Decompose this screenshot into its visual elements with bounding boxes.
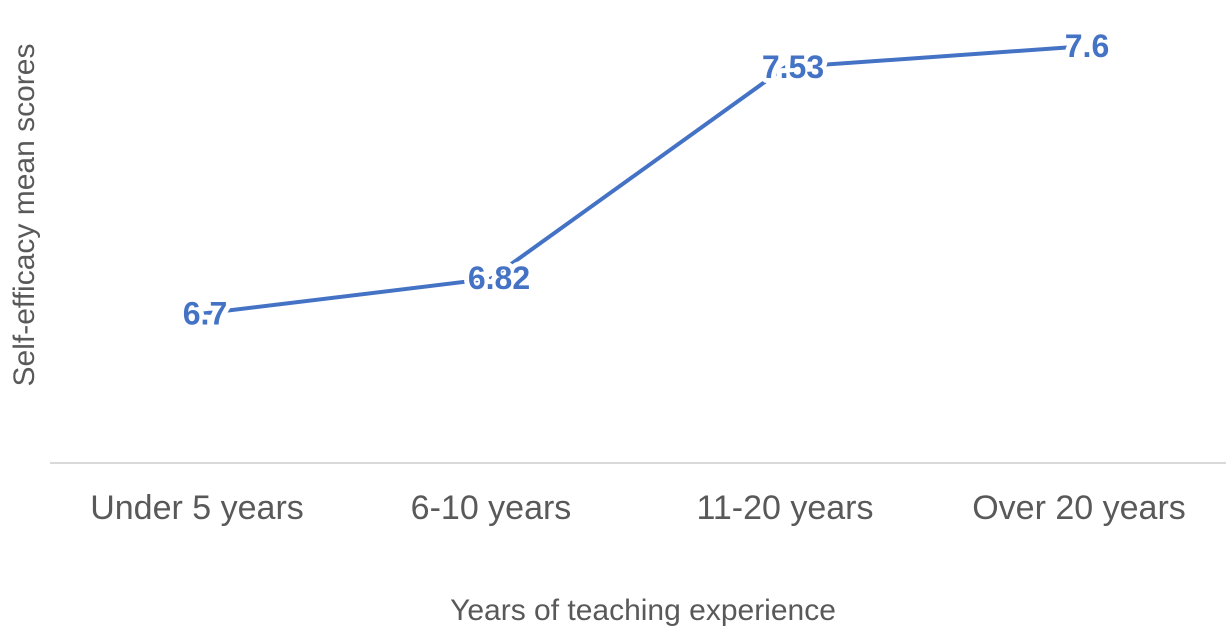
series-line (196, 44, 1080, 317)
data-label: 6.7 (183, 296, 227, 332)
data-label: 7.53 (762, 49, 824, 85)
data-label: 6.82 (468, 260, 530, 296)
x-axis-title: Years of teaching experience (450, 594, 836, 627)
data-label: 7.6 (1065, 28, 1109, 64)
x-tick-label: Over 20 years (972, 489, 1186, 527)
x-tick-label: Under 5 years (90, 489, 304, 527)
y-axis-title: Self-efficacy mean scores (8, 44, 41, 387)
x-tick-label: 6-10 years (411, 489, 572, 527)
x-tick-label: 11-20 years (696, 489, 873, 527)
